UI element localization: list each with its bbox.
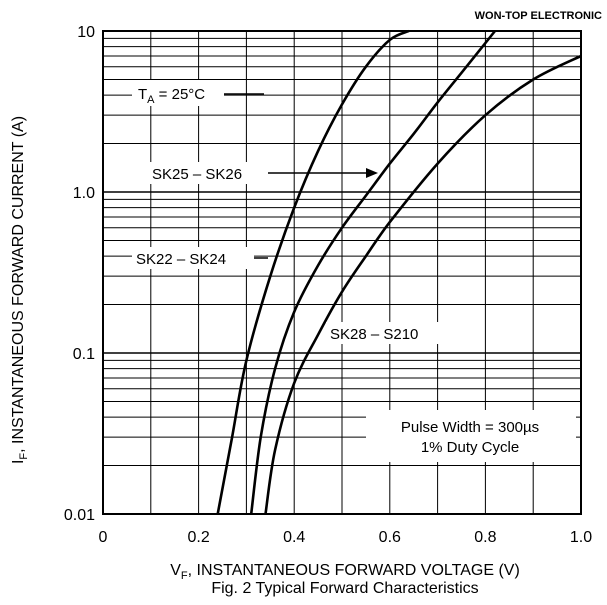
- x-tick-label: 0.6: [379, 529, 401, 546]
- series-label-sk25-sk26: SK25 – SK26: [152, 166, 242, 183]
- label-sk22-sk24: SK22 – SK24: [132, 247, 268, 269]
- x-tick-labels: 0 0.2 0.4 0.6 0.8 1.0: [99, 529, 593, 546]
- label-sk28-s210: SK28 – S210: [326, 322, 448, 344]
- y-tick-label: 0.1: [73, 346, 95, 363]
- x-tick-label: 0.2: [187, 529, 209, 546]
- y-tick-label: 0.01: [64, 507, 95, 524]
- y-axis-title: IF, INSTANTANEOUS FORWARD CURRENT (A): [10, 116, 30, 464]
- series-label-sk22-sk24: SK22 – SK24: [136, 251, 226, 268]
- pulse-note-line-2: 1% Duty Cycle: [421, 439, 519, 456]
- ta-annotation: TA = 25°C: [132, 80, 264, 106]
- x-tick-label: 1.0: [570, 529, 592, 546]
- curves: [216, 29, 582, 515]
- y-tick-label: 1.0: [73, 185, 95, 202]
- x-tick-label: 0.8: [474, 529, 496, 546]
- y-tick-label: 10: [77, 24, 95, 41]
- series-line-sk28-s210: [264, 54, 582, 515]
- series-label-sk28-s210: SK28 – S210: [330, 326, 418, 343]
- figure-caption: Fig. 2 Typical Forward Characteristics: [211, 580, 478, 597]
- plot-frame: [102, 30, 582, 515]
- series-line-sk25-sk26: [249, 30, 497, 515]
- svg-text:TA = 25°C: TA = 25°C: [138, 86, 205, 106]
- grid: [103, 31, 581, 514]
- pulse-note-line-1: Pulse Width = 300µs: [401, 419, 539, 436]
- x-tick-label: 0.4: [283, 529, 305, 546]
- x-tick-label: 0: [99, 529, 108, 546]
- pulse-note: Pulse Width = 300µs 1% Duty Cycle: [366, 410, 576, 462]
- y-tick-labels: 10 1.0 0.1 0.01: [64, 24, 95, 524]
- label-sk25-sk26: SK25 – SK26: [148, 162, 378, 184]
- watermark: WON-TOP ELECTRONIC: [475, 10, 602, 22]
- series-line-sk22-sk24: [216, 29, 410, 515]
- x-axis-title: VF, INSTANTANEOUS FORWARD VOLTAGE (V): [170, 562, 520, 582]
